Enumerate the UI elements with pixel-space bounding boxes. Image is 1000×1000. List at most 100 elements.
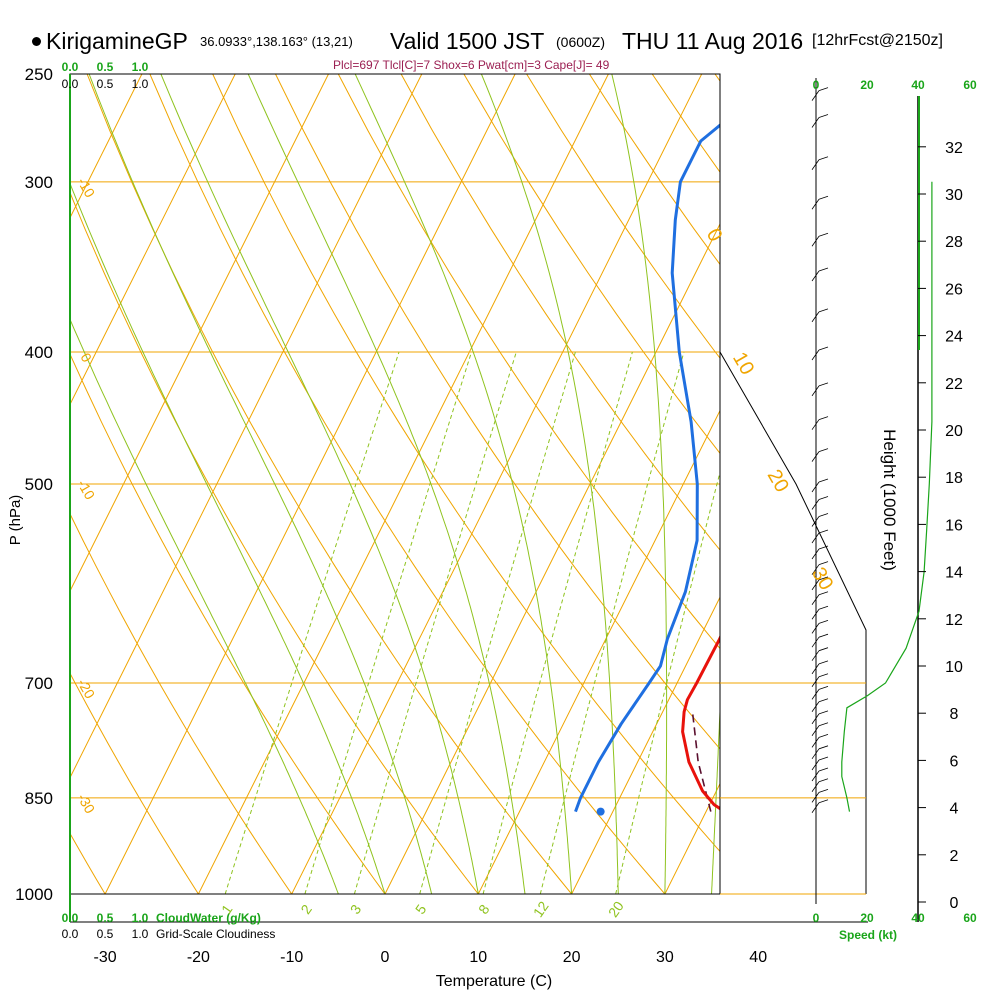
mixing-ratio-label: 2 xyxy=(297,901,315,917)
wind-barb-flag xyxy=(818,478,829,483)
height-tick-label: 26 xyxy=(945,281,963,298)
wind-barb-flag xyxy=(818,710,829,715)
cloud-water-scale-label: 0.5 xyxy=(97,911,114,925)
wind-speed-scale-label: 20 xyxy=(860,911,874,925)
height-tick-label: 0 xyxy=(950,895,959,912)
mixing-ratio-line xyxy=(539,351,685,894)
wind-barb xyxy=(811,792,820,803)
wind-barb-flag xyxy=(818,529,829,534)
wind-barb xyxy=(811,663,820,675)
x-tick-label: -30 xyxy=(94,949,117,966)
wind-barb-flag xyxy=(818,114,829,118)
wind-speed-axis-title: Speed (kt) xyxy=(839,928,897,942)
wind-barb xyxy=(811,516,820,527)
wind-speed-scale-label: 40 xyxy=(911,911,925,925)
isotherm xyxy=(70,74,143,219)
wind-barb xyxy=(811,90,820,101)
wind-barb-flag xyxy=(818,698,829,703)
wind-barb-flag xyxy=(818,620,829,624)
temperature-line xyxy=(681,634,720,811)
isotherm xyxy=(197,74,609,894)
wind-barb xyxy=(811,311,820,323)
wind-barb xyxy=(811,713,820,725)
wind-barb xyxy=(811,636,820,648)
wind-barb xyxy=(811,481,820,493)
cloudiness-scale-label: 0.5 xyxy=(97,927,114,941)
mixing-ratio-label: 8 xyxy=(475,901,493,917)
cloudiness-scale-label: 0.5 xyxy=(97,77,114,91)
mixing-ratio-line xyxy=(615,470,720,894)
wind-speed-scale-label: 0 xyxy=(813,911,820,925)
forecast-date: THU 11 Aug 2016 xyxy=(622,28,804,54)
wind-barb xyxy=(811,781,820,793)
wind-barb-flag xyxy=(818,576,829,581)
wind-speed-profile xyxy=(841,181,933,812)
mixing-ratio-line xyxy=(304,351,472,894)
isotherm xyxy=(70,74,329,593)
x-tick-label: 30 xyxy=(656,949,674,966)
wind-speed-scale-label: 60 xyxy=(963,78,977,92)
height-tick-label: 8 xyxy=(950,706,959,723)
isotherm-label: -10 xyxy=(74,477,98,503)
dry-adiabat xyxy=(275,74,720,750)
cloudiness-scale-label: 0.0 xyxy=(62,927,79,941)
wind-barb-flag xyxy=(818,382,829,387)
wind-barb xyxy=(811,594,820,605)
pressure-tick-label: 250 xyxy=(25,65,53,84)
wind-barb xyxy=(811,676,820,688)
wind-barb-flag xyxy=(818,778,829,783)
dry-adiabat xyxy=(966,74,1000,894)
moist-adiabat xyxy=(88,74,433,894)
wind-barb-flag xyxy=(818,767,829,772)
dry-adiabat xyxy=(841,74,1000,894)
height-tick-label: 22 xyxy=(945,376,963,393)
x-tick-label: -10 xyxy=(280,949,303,966)
wind-barb xyxy=(811,609,820,620)
pressure-tick-label: 400 xyxy=(25,343,53,362)
stability-indices: Plcl=697 Tlcl[C]=7 Shox=6 Pwat[cm]=3 Cap… xyxy=(333,58,610,72)
wind-barb xyxy=(811,737,820,748)
wind-barb xyxy=(811,725,820,736)
isotherm-label: -30 xyxy=(74,791,98,817)
height-tick-label: 2 xyxy=(950,848,959,865)
surface-temperature-point xyxy=(735,808,743,816)
site-coordinates: 36.0933°,138.163° (13,21) xyxy=(200,34,353,49)
wind-barb-flag xyxy=(818,308,829,313)
wind-barb xyxy=(811,802,820,814)
wind-barb xyxy=(811,385,820,397)
pressure-tick-label: 300 xyxy=(25,173,53,192)
mixing-ratio-line xyxy=(419,351,576,894)
wind-barb xyxy=(811,623,820,634)
wind-barb xyxy=(811,499,820,510)
wind-speed-scale-label: 40 xyxy=(911,78,925,92)
wind-barb-flag xyxy=(818,496,829,500)
wind-barb-flag xyxy=(818,799,829,804)
site-marker-icon xyxy=(32,37,41,46)
height-tick-label: 4 xyxy=(950,801,959,818)
isotherm-label: -20 xyxy=(74,676,98,702)
height-tick-label: 24 xyxy=(945,329,963,346)
mixing-ratio-label: 20 xyxy=(605,898,627,920)
dry-adiabat xyxy=(70,512,293,894)
moist-adiabat xyxy=(70,318,339,894)
wind-speed-scale-label: 60 xyxy=(963,911,977,925)
x-tick-label: 20 xyxy=(563,949,581,966)
wind-speed-scale-label: 20 xyxy=(860,78,874,92)
wind-barb-flag xyxy=(818,346,829,351)
mixing-ratio-label: 5 xyxy=(412,901,430,917)
mixing-ratio-line xyxy=(482,351,633,894)
wind-barb xyxy=(811,451,820,462)
surface-dewpoint-point xyxy=(596,807,605,816)
dry-adiabat xyxy=(70,191,479,894)
wind-barb xyxy=(811,770,820,782)
wind-barb xyxy=(811,270,820,282)
cloudiness-scale-label: 1.0 xyxy=(132,927,149,941)
height-tick-label: 30 xyxy=(945,187,963,204)
wind-barb-flag xyxy=(818,561,829,566)
wind-barb xyxy=(811,117,820,128)
isotherm xyxy=(852,74,1000,894)
wind-barb xyxy=(811,564,820,575)
dewpoint-line xyxy=(574,123,720,813)
forecast-run: [12hrFcst@2150z] xyxy=(812,32,943,49)
